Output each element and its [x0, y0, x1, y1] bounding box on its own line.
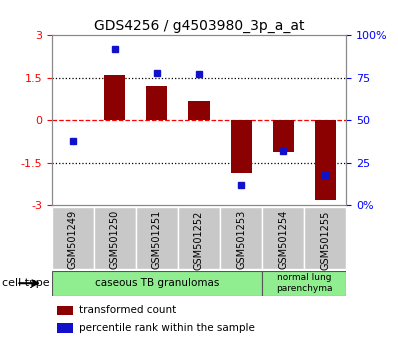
Bar: [304, 207, 346, 269]
Text: GSM501251: GSM501251: [152, 210, 162, 269]
Bar: [94, 207, 136, 269]
Bar: [57, 305, 73, 315]
Bar: [52, 207, 94, 269]
Bar: [52, 271, 262, 296]
Bar: [315, 120, 336, 200]
Text: GSM501249: GSM501249: [68, 210, 78, 269]
Bar: [146, 86, 168, 120]
Text: percentile rank within the sample: percentile rank within the sample: [79, 323, 255, 333]
Text: cell type: cell type: [2, 278, 50, 288]
Bar: [273, 120, 294, 152]
Bar: [262, 207, 304, 269]
Bar: [57, 323, 73, 333]
Bar: [178, 207, 220, 269]
Text: GSM501252: GSM501252: [194, 210, 204, 269]
Text: normal lung
parenchyma: normal lung parenchyma: [276, 274, 332, 293]
Bar: [262, 271, 346, 296]
Bar: [136, 207, 178, 269]
Text: caseous TB granulomas: caseous TB granulomas: [95, 278, 219, 288]
Text: GSM501255: GSM501255: [320, 210, 330, 269]
Bar: [230, 120, 252, 173]
Text: GSM501250: GSM501250: [110, 210, 120, 269]
Text: GSM501254: GSM501254: [278, 210, 288, 269]
Bar: [104, 75, 125, 120]
Bar: [220, 207, 262, 269]
Text: GSM501253: GSM501253: [236, 210, 246, 269]
Bar: [189, 101, 209, 120]
Title: GDS4256 / g4503980_3p_a_at: GDS4256 / g4503980_3p_a_at: [94, 19, 304, 33]
Text: transformed count: transformed count: [79, 305, 176, 315]
